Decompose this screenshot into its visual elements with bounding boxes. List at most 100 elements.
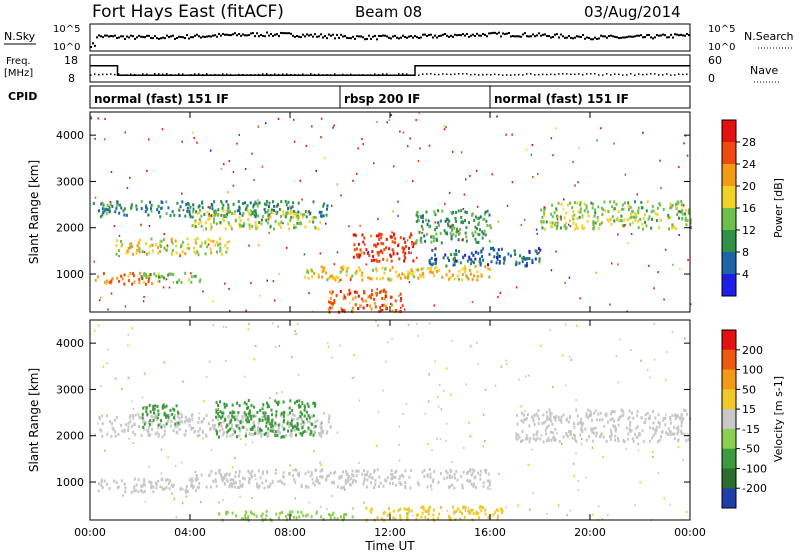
colorbar-swatch (722, 208, 736, 231)
echo-cell (190, 484, 193, 488)
echo-cell (420, 506, 423, 509)
echo-cell (610, 432, 613, 436)
echo-cell (260, 433, 263, 437)
nsky-point (372, 35, 374, 38)
nave-point (98, 74, 100, 76)
echo-cell (211, 207, 214, 211)
echo-cell (431, 248, 434, 252)
noise-cell (538, 251, 540, 254)
nsky-point (144, 36, 146, 39)
echo-cell (470, 508, 473, 512)
noise-cell (418, 112, 420, 115)
echo-cell (218, 471, 221, 475)
echo-cell (378, 238, 381, 241)
nave-point (150, 74, 152, 76)
echo-cell (472, 261, 475, 265)
nsky-point (632, 35, 634, 38)
nsky-point (290, 32, 292, 35)
noise-cell (457, 230, 460, 233)
echo-cell (633, 212, 636, 215)
echo-cell (101, 422, 104, 426)
nave-point (370, 74, 372, 76)
echo-cell (468, 469, 471, 473)
noise-cell (320, 422, 323, 425)
noise-cell (255, 345, 257, 347)
nsky-point (198, 35, 200, 38)
echo-cell (327, 474, 330, 478)
echo-cell (422, 505, 425, 509)
nsky-point (614, 35, 616, 38)
echo-cell (285, 211, 288, 215)
echo-cell (287, 211, 290, 215)
echo-cell (385, 305, 388, 308)
echo-cell (143, 477, 145, 481)
echo-cell (175, 251, 178, 255)
noise-cell (530, 153, 533, 156)
echo-cell (427, 512, 430, 516)
echo-cell (479, 228, 481, 232)
echo-cell (628, 409, 631, 413)
echo-cell (271, 420, 274, 424)
echo-cell (311, 269, 314, 273)
y-tick-label: 4000 (56, 337, 84, 350)
echo-cell (370, 296, 373, 300)
echo-cell (289, 219, 292, 222)
nsky-point (148, 34, 150, 37)
echo-cell (274, 219, 277, 223)
echo-cell (287, 419, 289, 423)
noise-cell (225, 360, 227, 363)
nsky-point (174, 37, 176, 40)
noise-cell (428, 322, 431, 325)
echo-cell (355, 247, 358, 251)
echo-cell (617, 210, 620, 214)
nsky-point (464, 34, 466, 37)
echo-cell (473, 469, 476, 473)
echo-cell (437, 480, 440, 484)
nsky-point (338, 36, 340, 39)
echo-cell (431, 480, 434, 483)
echo-cell (420, 240, 423, 244)
echo-cell (130, 491, 133, 494)
noise-cell (562, 208, 565, 211)
echo-cell (378, 475, 381, 479)
echo-cell (613, 200, 616, 204)
echo-cell (250, 209, 253, 213)
noise-cell (367, 251, 370, 253)
echo-cell (210, 485, 212, 489)
echo-cell (373, 301, 376, 305)
nsky-point (208, 35, 210, 38)
echo-cell (644, 421, 647, 425)
echo-cell (355, 253, 358, 257)
echo-cell (435, 265, 438, 269)
echo-cell (222, 209, 225, 213)
echo-cell (654, 428, 657, 432)
noise-cell (301, 198, 303, 201)
noise-cell (569, 225, 572, 228)
noise-cell (615, 355, 617, 358)
echo-cell (651, 204, 654, 208)
echo-cell (448, 259, 450, 262)
noise-cell (564, 281, 566, 284)
echo-cell (254, 200, 257, 204)
echo-cell (378, 250, 381, 254)
echo-cell (649, 415, 652, 418)
echo-cell (451, 475, 454, 479)
echo-cell (680, 420, 683, 424)
echo-cell (327, 307, 330, 311)
nave-point (518, 73, 520, 76)
echo-cell (209, 206, 211, 210)
echo-cell (242, 224, 245, 228)
echo-cell (314, 404, 316, 408)
echo-cell (671, 226, 674, 230)
nsky-point (184, 37, 186, 40)
nave-point (478, 74, 480, 76)
noise-cell (505, 359, 507, 362)
echo-cell (679, 417, 681, 421)
echo-cell (245, 206, 248, 210)
noise-cell (244, 443, 247, 446)
noise-cell (577, 480, 579, 482)
nsky-point (112, 35, 114, 38)
noise-cell (528, 374, 530, 377)
echo-cell (173, 408, 176, 412)
echo-cell (319, 469, 322, 473)
